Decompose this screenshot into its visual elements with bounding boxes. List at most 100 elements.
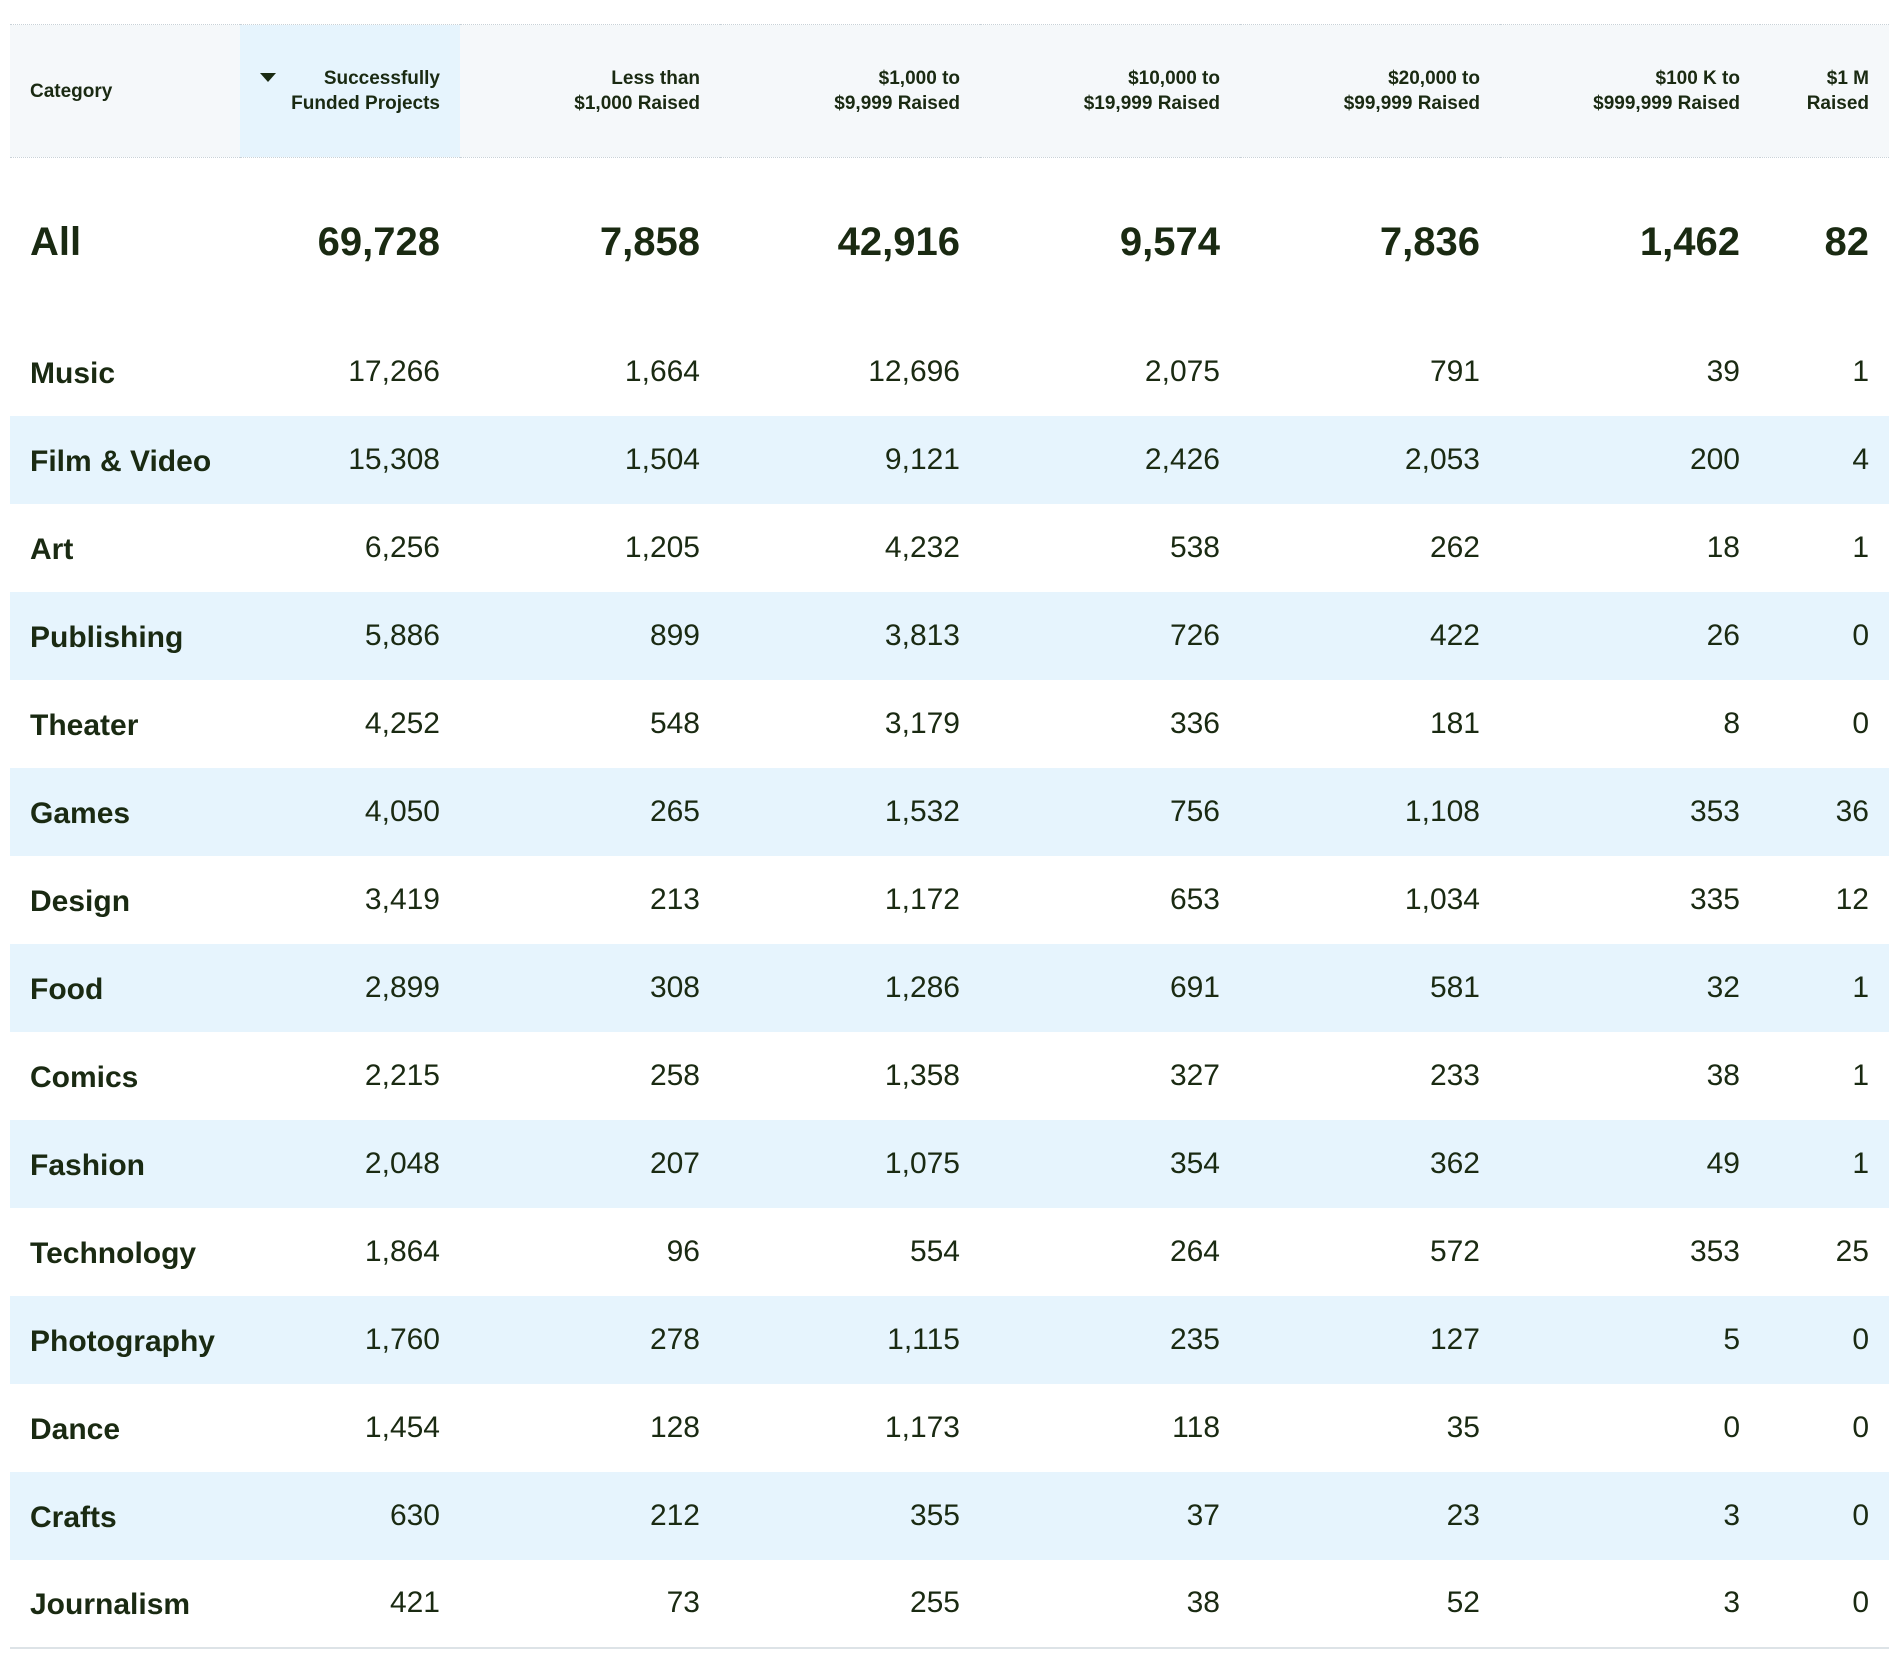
value-cell: 8 [1723,706,1740,740]
value-cell: 2,048 [240,1119,460,1208]
value-cell: 353 [1689,1234,1740,1268]
category-cell: Design [30,884,131,918]
value-cell: 335 [1689,882,1740,916]
value-cell: 39 [1706,354,1740,388]
value-cell: 128 [649,1410,700,1444]
value-cell: 1,504 [460,415,720,504]
column-header-label: Category [30,80,113,102]
value-cell: 1,115 [720,1295,980,1384]
value-cell: 6,256 [364,530,440,564]
value-cell: 2,899 [240,943,460,1032]
value-cell: 1,108 [1240,767,1500,856]
total-value-cell: 1,462 [1639,220,1740,265]
value-cell: 3,419 [364,882,440,916]
value-cell: 12,696 [868,354,960,388]
value-cell: 213 [649,882,700,916]
table-row: Technology 1,864 96 554 264 572 353 25 [10,1208,1889,1296]
column-header-label-line1: $20,000 to [1388,68,1480,89]
value-cell: 4,232 [884,530,960,564]
value-cell: 1,286 [720,943,980,1032]
total-value-cell: 69,728 [317,220,440,265]
value-cell: 264 [1169,1234,1220,1268]
category-cell: Journalism [10,1559,240,1649]
value-cell: 212 [460,1471,720,1560]
value-cell: 0 [1852,706,1869,740]
value-cell: 2,215 [364,1058,440,1092]
value-cell: 26 [1500,591,1760,680]
value-cell: 278 [460,1295,720,1384]
table-row: Photography 1,760 278 1,115 235 127 5 0 [10,1295,1889,1384]
value-cell: 0 [1760,1559,1889,1649]
column-header-20000-to-99999[interactable]: $20,000 to $99,999 Raised [1240,24,1500,158]
total-category-cell: All [30,220,82,265]
total-value-cell: 82 [1824,220,1870,265]
category-cell: Theater [30,708,139,742]
value-cell: 1 [1760,943,1889,1032]
value-cell: 308 [460,943,720,1032]
column-header-100k-to-999999[interactable]: $100 K to $999,999 Raised [1500,24,1760,158]
value-cell: 1,358 [884,1058,960,1092]
value-cell: 255 [720,1559,980,1649]
value-cell: 200 [1500,415,1760,504]
value-cell: 756 [980,767,1240,856]
column-header-label-line2: $99,999 Raised [1343,93,1480,114]
column-header-label-line2: $19,999 Raised [1083,93,1220,114]
value-cell: 96 [666,1234,700,1268]
column-header-label-line1: $10,000 to [1128,68,1220,89]
column-header-10000-to-19999[interactable]: $10,000 to $19,999 Raised [980,24,1240,158]
value-cell: 336 [1169,706,1220,740]
value-cell: 265 [460,767,720,856]
category-cell: Art [30,532,74,566]
total-value-cell: 9,574 [1119,220,1220,265]
column-header-label-line2: $1,000 Raised [574,93,700,114]
value-cell: 4 [1760,415,1889,504]
header-row: Category Successfully Funded Projects Le… [10,24,1889,158]
column-header-category[interactable]: Category [10,24,240,158]
table-row: Dance 1,454 128 1,173 118 35 0 0 [10,1384,1889,1472]
total-value-cell: 7,858 [599,220,700,265]
value-cell: 691 [980,943,1240,1032]
table-row: Film & Video 15,308 1,504 9,121 2,426 2,053 20… [10,415,1889,504]
value-cell: 32 [1500,943,1760,1032]
value-cell: 1,205 [624,530,700,564]
value-cell: 2,053 [1240,415,1500,504]
value-cell: 52 [1240,1559,1500,1649]
table-row: Fashion 2,048 207 1,075 354 362 49 1 [10,1119,1889,1208]
value-cell: 354 [980,1119,1240,1208]
column-header-label-line1: Less than [611,68,700,89]
value-cell: 548 [649,706,700,740]
column-header-label-line2: Funded Projects [291,93,440,114]
total-value-cell: 7,836 [1379,220,1480,265]
value-cell: 5,886 [240,591,460,680]
category-cell: Dance [30,1412,121,1446]
value-cell: 791 [1429,354,1480,388]
value-cell: 38 [980,1559,1240,1649]
table-row: Publishing 5,886 899 3,813 726 422 26 0 [10,591,1889,680]
value-cell: 581 [1240,943,1500,1032]
column-header-1m-raised[interactable]: $1 M Raised [1760,24,1889,158]
value-cell: 1,664 [624,354,700,388]
total-value-cell: 42,916 [837,220,960,265]
value-cell: 421 [240,1559,460,1649]
column-header-1000-to-9999[interactable]: $1,000 to $9,999 Raised [720,24,980,158]
table-row: Theater 4,252 548 3,179 336 181 8 0 [10,680,1889,768]
value-cell: 362 [1240,1119,1500,1208]
column-header-successfully-funded[interactable]: Successfully Funded Projects [240,24,460,158]
value-cell: 572 [1429,1234,1480,1268]
table-body: All 69,728 7,858 42,916 9,574 7,836 1,46… [10,158,1889,1649]
value-cell: 9,121 [720,415,980,504]
value-cell: 17,266 [348,354,440,388]
category-cell: Comics [30,1060,139,1094]
value-cell: 1 [1852,1058,1869,1092]
sort-descending-icon[interactable] [260,73,276,82]
table-row: Journalism 421 73 255 38 52 3 0 [10,1559,1889,1649]
category-cell: Crafts [10,1471,240,1560]
value-cell: 258 [649,1058,700,1092]
column-header-less-than-1000[interactable]: Less than $1,000 Raised [460,24,720,158]
value-cell: 73 [460,1559,720,1649]
table-row: Music 17,266 1,664 12,696 2,075 791 39 1 [10,328,1889,416]
value-cell: 3 [1500,1559,1760,1649]
value-cell: 1,173 [884,1410,960,1444]
value-cell: 0 [1760,1471,1889,1560]
category-cell: Fashion [10,1119,240,1208]
